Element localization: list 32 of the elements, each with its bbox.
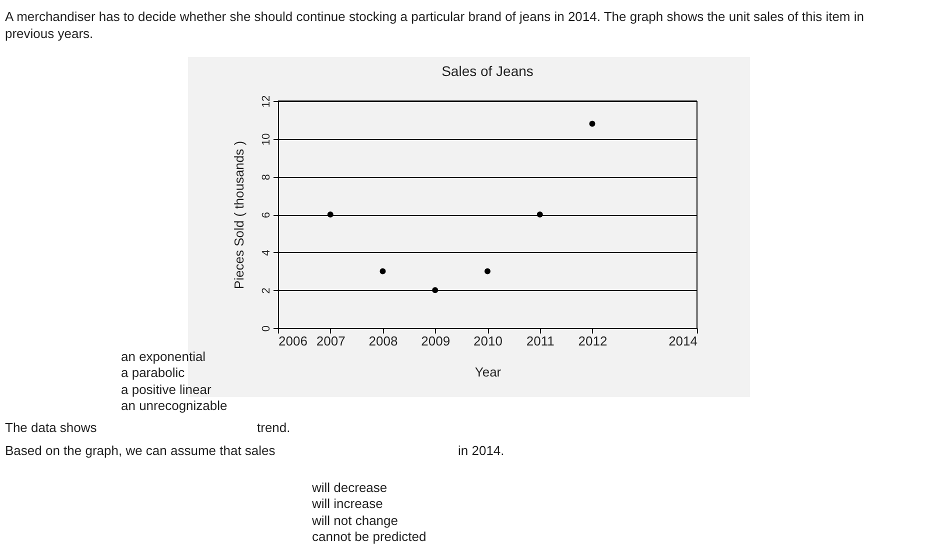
y-tick-label: 6 bbox=[260, 212, 272, 218]
x-tick-label: 2008 bbox=[368, 334, 398, 348]
x-tick-label: 2007 bbox=[316, 334, 346, 348]
text: an unrecognizable bbox=[121, 398, 228, 413]
chart-title: Sales of Jeans bbox=[442, 63, 534, 79]
text: will increase bbox=[311, 496, 383, 511]
text: in 2014. bbox=[458, 443, 504, 458]
y-tick-label: 8 bbox=[260, 174, 272, 180]
text: trend. bbox=[257, 420, 290, 435]
text: will not change bbox=[311, 513, 398, 528]
text: A merchandiser has to decide whether she should continue stocking a particular brand of jeans in 2014. The graph shows the unit sales of this item in bbox=[5, 9, 864, 24]
text: a positive linear bbox=[121, 382, 212, 397]
y-tick-label: 10 bbox=[260, 133, 272, 146]
y-axis-title: Pieces Sold ( thousands ) bbox=[232, 140, 246, 290]
x-tick-label: 2010 bbox=[474, 334, 502, 348]
text: previous years. bbox=[5, 26, 94, 41]
y-tick-label: 2 bbox=[260, 288, 272, 294]
x-tick-label: 2014 bbox=[668, 334, 698, 348]
text: a parabolic bbox=[121, 365, 186, 380]
x-tick-label: 2009 bbox=[421, 334, 450, 348]
x-tick-label: 2006 bbox=[278, 334, 308, 348]
x-tick-label: 2011 bbox=[526, 334, 554, 348]
text: an exponential bbox=[121, 349, 206, 364]
x-tick-label: 2012 bbox=[578, 334, 608, 348]
y-tick-label: 4 bbox=[260, 250, 272, 256]
y-tick-label: 12 bbox=[260, 95, 272, 108]
text: cannot be predicted bbox=[312, 529, 426, 544]
y-tick-label: 0 bbox=[260, 325, 272, 332]
text: will decrease bbox=[311, 480, 388, 495]
x-axis-title: Year bbox=[474, 364, 502, 380]
text: The data shows bbox=[5, 420, 98, 435]
text: Based on the graph, we can assume that sales bbox=[5, 443, 276, 458]
